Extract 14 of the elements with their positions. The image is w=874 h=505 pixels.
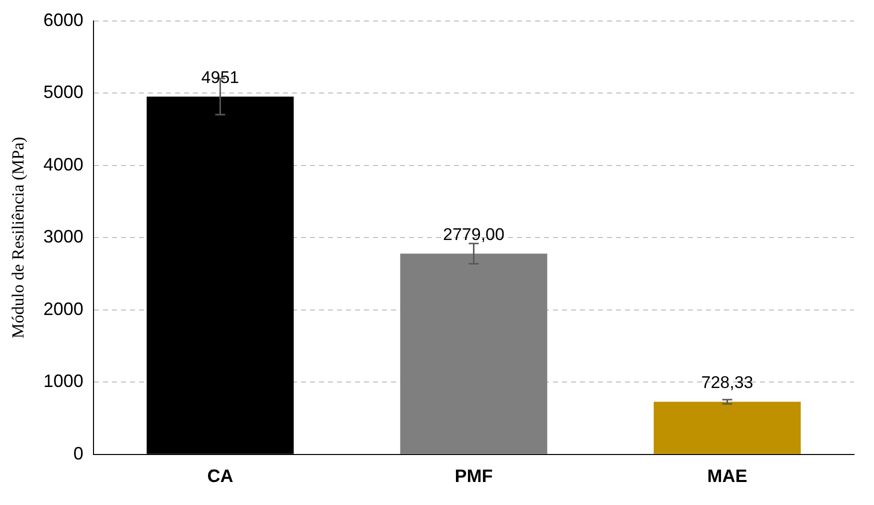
y-tick-label: 3000: [43, 226, 84, 247]
y-tick-label: 0: [73, 443, 84, 464]
x-tick-label: MAE: [707, 466, 748, 486]
data-label: 2779,00: [442, 224, 504, 244]
data-label: 4951: [201, 68, 240, 87]
y-tick-label: 1000: [43, 371, 84, 392]
y-tick-label: 2000: [43, 298, 84, 319]
y-tick-label: 6000: [43, 10, 84, 30]
y-tick-label: 5000: [43, 82, 84, 102]
x-tick-label: CA: [207, 466, 234, 486]
data-label: 728,33: [701, 372, 754, 392]
x-tick-label: PMF: [454, 466, 493, 486]
y-axis-title: Módulo de Resiliência (MPa): [8, 136, 28, 338]
y-tick-label: 4000: [43, 154, 84, 174]
